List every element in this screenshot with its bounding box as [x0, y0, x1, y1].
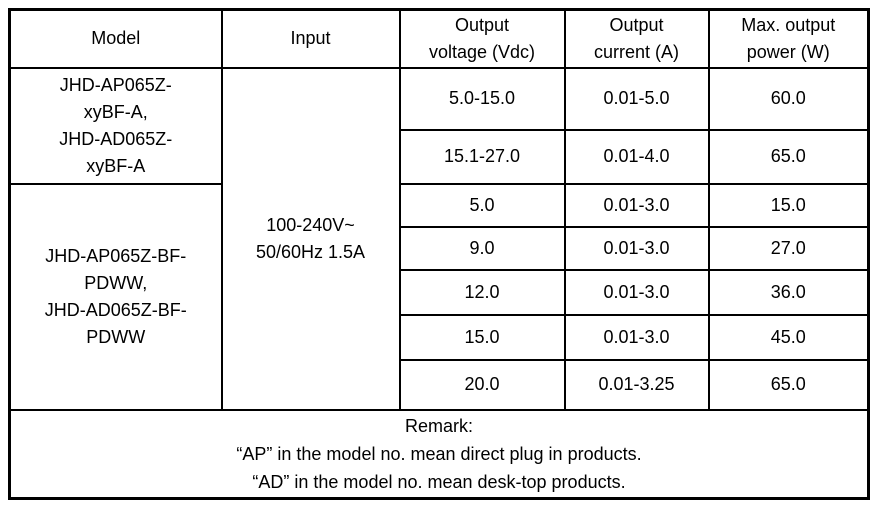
- output-current-cell: 0.01-3.0: [563, 313, 710, 361]
- col-header-output-current: Output current (A): [563, 8, 710, 69]
- max-power-cell: 65.0: [707, 358, 870, 411]
- output-voltage-cell: 15.1-27.0: [398, 128, 566, 185]
- input-value-cell: 100-240V~ 50/60Hz 1.5A: [220, 66, 401, 411]
- max-power-cell: 45.0: [707, 313, 870, 361]
- output-voltage-cell: 20.0: [398, 358, 566, 411]
- output-current-cell: 0.01-5.0: [563, 66, 710, 131]
- model-group-1-cell: JHD-AP065Z-xyBF-A, JHD-AD065Z-xyBF-A: [8, 66, 223, 185]
- max-power-cell: 27.0: [707, 225, 870, 271]
- header-row: Model Input Output voltage (Vdc) Output cu…: [8, 8, 870, 69]
- table-row: 15.1-27.0 0.01-4.0 65.0: [10, 128, 870, 185]
- table-row: JHD-AP065Z-BF- PDWW, JHD-AD065Z-BF- PDWW 5.…: [8, 182, 870, 411]
- table-row: 12.0 0.01-3.0 36.0: [10, 268, 870, 316]
- output-voltage-cell: 12.0: [398, 268, 566, 316]
- max-power-cell: 15.0: [707, 182, 870, 228]
- output-current-cell: 0.01-3.0: [563, 182, 710, 228]
- max-power-cell: 65.0: [707, 128, 870, 185]
- col-header-model: Model: [8, 8, 223, 69]
- model-group-2-cell: JHD-AP065Z-BF- PDWW, JHD-AD065Z-BF- PDWW: [8, 182, 223, 411]
- output-current-cell: 0.01-4.0: [563, 128, 710, 185]
- output-current-cell: 0.01-3.0: [563, 268, 710, 316]
- output-voltage-cell: 5.0: [398, 182, 566, 228]
- max-power-cell: 60.0: [707, 66, 870, 131]
- col-header-max-output-power: Max. output power (W): [707, 8, 870, 69]
- table-row: 15.0 0.01-3.0 45.0: [10, 313, 870, 361]
- max-power-cell: 36.0: [707, 268, 870, 316]
- output-voltage-cell: 15.0: [398, 313, 566, 361]
- remark-row: Remark: “AP” in the model no. mean direct…: [8, 408, 870, 500]
- spec-table-container: Model Input Output voltage (Vdc) Output cu…: [8, 8, 870, 500]
- output-current-cell: 0.01-3.25: [563, 358, 710, 411]
- power-spec-table: Model Input Output voltage (Vdc) Output cu…: [8, 8, 870, 500]
- remark-cell: Remark: “AP” in the model no. mean direct…: [8, 408, 870, 500]
- output-current-cell: 0.01-3.0: [563, 225, 710, 271]
- output-voltage-cell: 5.0-15.0: [398, 66, 566, 131]
- table-row: JHD-AP065Z-xyBF-A, JHD-AD065Z-xyBF-A 100-…: [8, 66, 870, 411]
- col-header-output-voltage: Output voltage (Vdc): [398, 8, 566, 69]
- output-voltage-cell: 9.0: [398, 225, 566, 271]
- col-header-input: Input: [220, 8, 401, 69]
- table-row: 9.0 0.01-3.0 27.0: [10, 225, 870, 271]
- table-row: 20.0 0.01-3.25 65.0: [10, 358, 870, 411]
